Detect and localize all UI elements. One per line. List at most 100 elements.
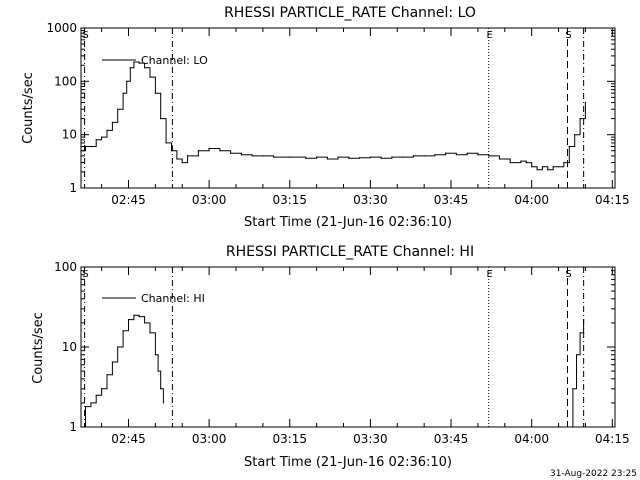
data-point <box>122 92 124 94</box>
data-point <box>106 374 108 376</box>
data-point <box>402 156 404 158</box>
hi-chart-title: RHESSI PARTICLE_RATE Channel: HI <box>226 244 474 260</box>
x-tick-label: 03:15 <box>272 193 307 207</box>
data-point <box>117 346 119 348</box>
time-marker-label: S <box>565 30 571 41</box>
x-tick-label: 02:45 <box>111 193 146 207</box>
data-point <box>520 160 522 162</box>
data-point <box>380 157 382 159</box>
data-point <box>391 156 393 158</box>
data-point <box>445 152 447 154</box>
series-line <box>81 61 586 171</box>
hi-y-axis-label: Counts/sec <box>31 312 46 384</box>
data-point <box>423 155 425 157</box>
x-tick-label: 04:00 <box>514 432 549 446</box>
data-point <box>369 156 371 158</box>
data-point <box>536 169 538 171</box>
data-point <box>95 394 97 396</box>
data-point <box>160 118 162 120</box>
lo-channel-panel: RHESSI PARTICLE_RATE Channel: LO 1101001… <box>21 5 630 230</box>
data-point <box>80 150 82 152</box>
data-point <box>106 129 108 131</box>
lo-x-axis: 02:45 03:00 03:15 03:30 03:45 04:00 04:15 <box>101 28 630 207</box>
data-point <box>583 319 585 321</box>
data-point <box>84 406 87 408</box>
data-point <box>133 61 135 63</box>
x-tick-label: 03:30 <box>353 193 388 207</box>
data-point <box>90 402 92 404</box>
data-point <box>111 121 113 123</box>
y-tick-label: 1 <box>69 181 77 195</box>
data-point <box>129 67 131 69</box>
data-point <box>165 142 167 144</box>
data-point <box>160 388 162 390</box>
data-point <box>111 361 113 363</box>
hi-legend: Channel: HI <box>102 292 205 305</box>
data-point <box>149 76 151 78</box>
data-point <box>289 156 291 158</box>
footer-timestamp: 31-Aug-2022 23:25 <box>550 469 637 479</box>
x-tick-label: 04:15 <box>595 432 630 446</box>
x-tick-label: 03:45 <box>434 432 469 446</box>
lo-plot-frame <box>80 27 616 189</box>
hi-channel-panel: RHESSI PARTICLE_RATE Channel: HI 110100 … <box>31 244 630 470</box>
y-tick-label: 10 <box>62 128 77 142</box>
hi-plot-frame <box>80 266 616 428</box>
data-point <box>498 158 500 160</box>
x-tick-label: 03:15 <box>272 432 307 446</box>
time-marker-label: S <box>82 30 88 41</box>
lo-x-axis-label: Start Time (21-Jun-16 02:36:10) <box>244 215 452 230</box>
x-tick-label: 03:00 <box>192 432 227 446</box>
data-point <box>117 108 119 110</box>
data-point <box>262 155 264 157</box>
y-tick-label: 100 <box>54 74 77 88</box>
y-tick-label: 1000 <box>46 21 77 35</box>
data-point <box>149 332 151 334</box>
data-point <box>563 162 565 164</box>
data-point <box>219 150 221 152</box>
data-point <box>162 402 164 404</box>
data-point <box>181 162 183 164</box>
data-point <box>572 388 574 390</box>
hi-series <box>81 314 585 428</box>
data-point <box>547 169 549 171</box>
lo-legend-label: Channel: LO <box>141 54 208 67</box>
time-marker-label: S <box>565 269 571 280</box>
data-point <box>84 145 87 148</box>
data-point <box>101 136 103 138</box>
data-point <box>552 166 554 168</box>
lo-legend: Channel: LO <box>102 54 208 67</box>
data-point <box>466 152 468 154</box>
y-tick-label: 10 <box>62 340 77 354</box>
data-point <box>359 157 361 159</box>
data-point <box>187 155 189 157</box>
y-tick-label: 100 <box>54 260 77 274</box>
data-point <box>326 158 328 160</box>
x-tick-label: 03:45 <box>434 193 469 207</box>
series-line <box>570 319 585 428</box>
data-point <box>251 155 253 157</box>
data-point <box>569 426 571 428</box>
y-tick-label: 1 <box>69 420 77 434</box>
time-marker-label: E <box>487 269 493 280</box>
data-point <box>197 150 199 152</box>
data-point <box>579 118 581 120</box>
data-point <box>154 354 156 356</box>
hi-x-axis: 02:45 03:00 03:15 03:30 03:45 04:00 04:15 <box>101 267 630 446</box>
data-point <box>240 154 242 156</box>
x-tick-label: 04:15 <box>595 193 630 207</box>
data-point <box>455 154 457 156</box>
x-tick-label: 03:00 <box>192 193 227 207</box>
data-point <box>90 145 92 148</box>
data-point <box>575 354 578 356</box>
lo-y-axis: 1 10 100 1000 <box>46 21 615 195</box>
data-point <box>101 388 103 390</box>
data-point <box>488 155 490 157</box>
data-point <box>176 158 178 160</box>
data-point <box>144 67 146 69</box>
data-point <box>316 156 318 158</box>
data-point <box>509 162 511 164</box>
data-point <box>305 157 307 159</box>
